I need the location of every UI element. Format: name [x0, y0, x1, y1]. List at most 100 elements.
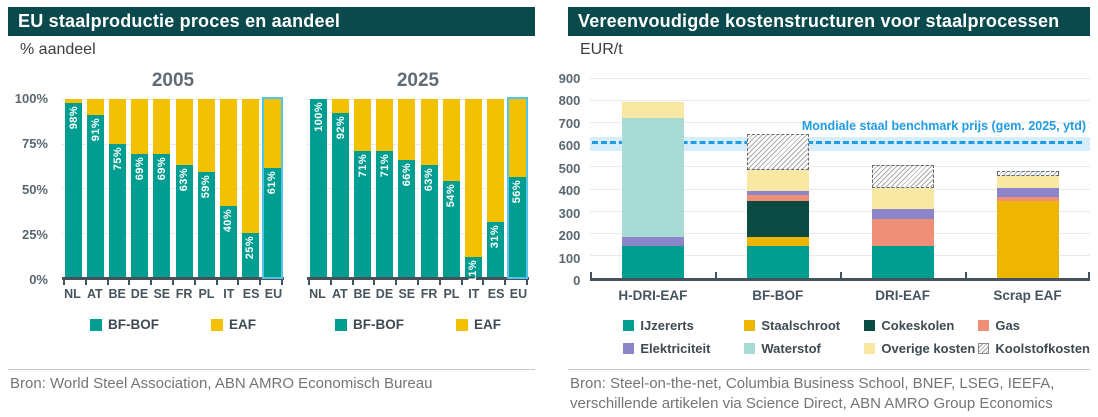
x-label-BE: BE	[108, 287, 126, 301]
gridline	[590, 100, 1090, 102]
x-label-BE: BE	[353, 287, 371, 301]
y-tick-label-300: 300	[558, 205, 581, 221]
bar-slot-BF-BOF	[715, 79, 840, 278]
segment-staalschroot	[996, 200, 1059, 278]
x-label-DE: DE	[375, 287, 394, 301]
segment-bf-bof: 63%	[420, 164, 438, 277]
axis-tick	[460, 280, 463, 285]
legend-swatch	[90, 318, 102, 331]
segment-gas	[871, 219, 934, 246]
legend-label: Waterstof	[761, 341, 821, 356]
legend-item-BF-BOF: BF-BOF	[90, 317, 159, 332]
axis-tick	[215, 280, 218, 285]
right-source-text: Bron: Steel-on-the-net, Columbia Busines…	[570, 374, 1090, 414]
segment-bf-bof: 100%	[310, 99, 327, 277]
legend-item-Staalschroot: Staalschroot	[744, 318, 864, 333]
axis-tick	[308, 280, 310, 285]
segment-eaf	[197, 99, 215, 172]
chart-group-2005: 2005 98% 91% 75% 69% 69% 63% 59% 40% 25% 61% NL AT…	[62, 70, 284, 332]
legend-item-BF-BOF: BF-BOF	[335, 317, 404, 332]
chart-group-2025: 2025 100% 92% 71% 71% 66% 63% 54% 11% 31% 56% NL A…	[307, 70, 529, 332]
y-tick-label-100%: 100%	[14, 91, 48, 106]
x-label-ES: ES	[242, 287, 260, 301]
legend-item-Overige kosten: Overige kosten	[864, 341, 978, 356]
legend-swatch	[335, 318, 347, 331]
segment-koolstof	[871, 165, 934, 189]
axis-tick	[259, 280, 262, 285]
y-tick-label-600: 600	[558, 138, 581, 154]
legend-swatch	[623, 320, 635, 331]
segment-gas	[746, 195, 809, 201]
x-axis-labels-2025: NL AT BE DE SE FR PL IT ES EU	[307, 287, 529, 301]
segment-overige	[996, 176, 1059, 189]
stacked-bar-2025-PL: 54%	[442, 99, 460, 277]
segment-overige	[746, 169, 809, 191]
segment-bf-bof: 91%	[87, 115, 105, 277]
bar-value-label: 40%	[222, 208, 235, 233]
left-chart-area: 100% 75% 50% 25% 0% 2005 98% 91% 75% 69% 69% 63% 5…	[8, 70, 535, 332]
segment-bf-bof: 71%	[354, 150, 372, 277]
y-tick-label-50%: 50%	[21, 181, 48, 197]
x-label-DE: DE	[130, 287, 149, 301]
stacked-bar-2005-DE: 69%	[131, 99, 149, 277]
segment-koolstof	[746, 134, 809, 170]
bar-value-label: 92%	[334, 116, 347, 140]
segment-bf-bof: 56%	[508, 177, 526, 277]
axis-tick	[525, 280, 528, 285]
stacked-bar-2025-EU: 56%	[506, 97, 528, 279]
segment-bf-bof: 31%	[486, 221, 504, 277]
segment-bf-bof: 25%	[241, 232, 259, 277]
segment-eaf	[153, 99, 171, 155]
segment-eaf	[420, 99, 438, 165]
bar-value-label: 25%	[244, 235, 257, 259]
x-label-SE: SE	[153, 287, 171, 301]
bar-value-label: 59%	[200, 174, 213, 199]
bars-2005: 98% 91% 75% 69% 69% 63% 59% 40% 25% 61%	[62, 97, 284, 279]
left-source-divider	[8, 369, 535, 370]
segment-staalschroot	[746, 237, 809, 246]
axis-tick	[438, 280, 441, 285]
segment-bf-bof: 61%	[263, 168, 281, 277]
panel-eu-staalproductie: EU staalproductie proces en aandeel % aa…	[8, 0, 535, 417]
legend-label: Elektriciteit	[640, 341, 711, 356]
bar-value-label: 69%	[155, 157, 168, 181]
stacked-bar-2025-IT: 11%	[464, 99, 482, 283]
legend-label: BF-BOF	[353, 317, 404, 332]
segment-bf-bof: 69%	[131, 154, 149, 277]
x-label-NL: NL	[309, 287, 326, 301]
x-label-PL: PL	[443, 287, 460, 301]
segment-elektriciteit	[746, 190, 809, 196]
axis-tick	[395, 280, 398, 285]
group-title-2025: 2025	[396, 70, 440, 91]
segment-bf-bof: 59%	[197, 171, 215, 277]
segment-eaf	[332, 99, 350, 114]
segment-bf-bof: 11%	[464, 257, 482, 283]
legend-label: Cokeskolen	[881, 318, 955, 333]
axis-tick	[280, 280, 283, 285]
bar-value-label: 66%	[400, 162, 413, 186]
gridline	[590, 122, 1090, 124]
x-label-Scrap EAF: Scrap EAF	[993, 288, 1062, 303]
legend-label: IJzererts	[640, 318, 694, 333]
segment-ijzererts	[621, 245, 684, 278]
gridline	[62, 143, 284, 145]
axis-tick	[171, 280, 174, 285]
right-chart-area: 900 800 700 600 500 400 300 200 100 0 Mondiale st…	[559, 71, 1090, 356]
x-axis-labels-2005: NL AT BE DE SE FR PL IT ES EU	[62, 287, 284, 301]
legend-label: EAF	[229, 317, 256, 332]
axis-tick	[84, 280, 87, 285]
bar-slot-Scrap EAF	[965, 79, 1090, 278]
panel-kostenstructuren: Vereenvoudigde kostenstructuren voor sta…	[559, 0, 1090, 417]
legend-swatch	[744, 320, 756, 331]
axis-tick	[715, 272, 718, 278]
axis-tick	[840, 272, 843, 278]
legend-swatch	[978, 343, 990, 354]
axis-tick	[373, 280, 376, 285]
stacked-bar-Scrap EAF	[996, 79, 1059, 278]
right-legend: IJzererts Staalschroot Cokeskolen Gas Elektr…	[590, 318, 1090, 356]
axis-tick	[128, 280, 131, 285]
segment-bf-bof: 54%	[442, 180, 460, 277]
gridline	[307, 143, 529, 145]
x-label-SE: SE	[398, 287, 416, 301]
x-label-BF-BOF: BF-BOF	[752, 288, 804, 303]
